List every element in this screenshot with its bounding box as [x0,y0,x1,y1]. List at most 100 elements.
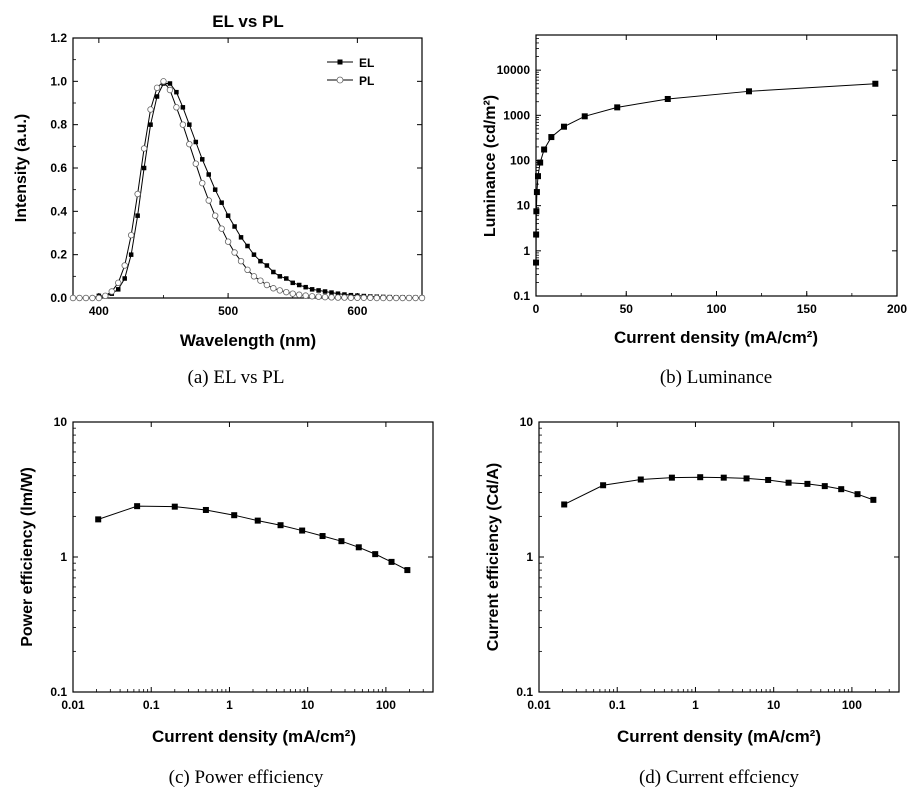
chart-title: EL vs PL [212,12,284,31]
x-axis-label: Wavelength (nm) [180,331,316,350]
data-point [533,189,540,196]
y-tick-label: 0.2 [50,248,67,262]
x-tick-label: 0.01 [527,698,551,712]
data-point [257,277,264,284]
data-point [308,293,316,300]
data-point [870,496,877,503]
data-point [315,293,322,300]
data-point [372,551,379,558]
y-tick-label: 1.2 [50,31,67,45]
data-point [95,294,103,302]
data-point [854,491,861,498]
data-point [250,273,258,280]
data-point [69,294,77,302]
data-point [561,501,568,508]
x-tick-label: 500 [218,304,238,318]
data-point [193,139,199,145]
data-point [309,287,315,292]
data-point [277,274,283,279]
data-point [258,258,263,264]
data-point [664,95,671,102]
y-tick-label: 10 [517,199,531,213]
data-point [245,243,250,249]
data-point [537,159,544,166]
data-point [296,282,302,288]
data-point [614,104,621,111]
data-point [838,486,845,493]
data-point [534,173,541,180]
y-tick-label: 10000 [497,63,531,77]
data-point [206,172,211,177]
data-point [238,235,244,240]
y-axis-label: Current efficiency (Cd/A) [485,463,502,651]
y-tick-label: 1000 [503,108,530,122]
data-point [141,165,147,171]
x-tick-label: 0 [533,302,540,316]
data-point [388,558,395,565]
y-tick-label: 0.4 [50,204,67,218]
data-point [321,293,329,301]
chart-panel-a: 400 500 600 0.0 0.2 0.4 0.6 0.8 1.0 1.2 EL PL EL vs … [13,12,426,388]
plot-frame [535,34,898,297]
data-point [148,122,153,127]
data-point [548,134,555,141]
data-point [231,512,238,519]
y-axis-label: Intensity (a.u.) [13,114,30,222]
data-point [533,259,540,266]
data-point [251,252,257,257]
data-point [720,474,727,481]
x-tick-label: 10 [301,698,315,712]
x-tick-label: 50 [620,302,634,316]
y-axis-label: Power efficiency (lm/W) [19,467,36,647]
data-point [225,213,231,218]
data-point [224,238,232,245]
data-point [187,122,192,127]
data-point [254,517,261,524]
x-tick-label: 100 [842,698,862,712]
data-point [290,280,295,286]
data-point [637,476,644,483]
y-tick-label: 1 [523,244,530,258]
data-point [283,288,290,296]
data-point [154,94,160,99]
x-axis-label: Current density (mA/cm²) [614,328,818,347]
legend-label: EL [359,56,374,70]
data-point [347,294,355,301]
data-point [355,544,362,551]
y-tick-label: 0.1 [50,685,67,699]
data-point [237,257,245,265]
figure-caption: (d) Current effciency [639,767,800,787]
data-point [270,285,277,292]
y-tick-label: 0.1 [516,685,533,699]
data-point [277,522,284,529]
data-point [289,290,296,297]
data-point [128,252,134,257]
data-point [166,86,174,94]
legend-marker [337,59,343,65]
y-tick-label: 1 [60,550,67,564]
data-point [745,88,752,95]
data-point [405,294,413,302]
data-point [322,289,328,294]
data-point [743,475,750,482]
data-point [319,533,326,540]
data-point [134,190,141,198]
x-tick-label: 10 [767,698,781,712]
data-point [95,516,102,523]
data-point [108,288,115,295]
data-point [263,281,271,289]
y-tick-label: 10 [520,415,534,429]
series-line-0 [563,476,874,505]
data-point [386,294,393,302]
data-point [219,200,224,205]
data-point [302,292,309,299]
data-point [533,231,540,238]
data-point [804,480,811,487]
data-point [533,208,540,215]
data-point [179,121,187,128]
data-point [102,292,109,300]
data-point [392,294,400,302]
data-point [380,294,387,302]
